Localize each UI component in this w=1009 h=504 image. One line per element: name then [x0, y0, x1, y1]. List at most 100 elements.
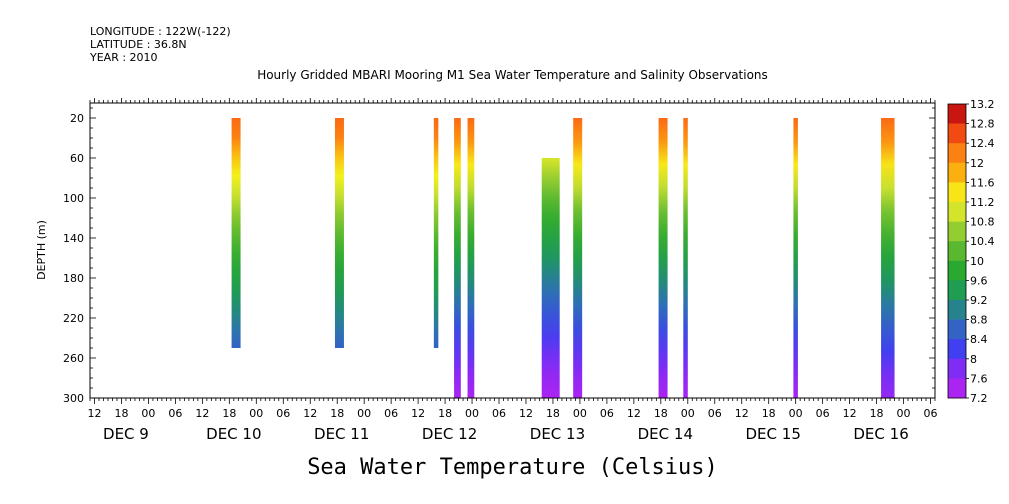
x-tick-label: 06 — [168, 407, 182, 420]
x-day-label: DEC 14 — [638, 425, 693, 443]
colorbar-label: 8.4 — [970, 333, 988, 346]
colorbar-swatch — [948, 143, 966, 164]
x-tick-label: 12 — [411, 407, 425, 420]
profile-bar — [334, 118, 344, 348]
y-axis-label: DEPTH (m) — [35, 220, 48, 280]
latitude-label: LATITUDE : 36.8N — [90, 38, 187, 51]
x-tick-label: 06 — [492, 407, 506, 420]
y-tick-label: 300 — [63, 392, 84, 405]
colorbar-label: 10.8 — [970, 216, 995, 229]
x-axis: 12 18 00 06 12 18 00 06 12 18 00 06 12 18 00 06 12 18 00 06… — [87, 407, 937, 443]
profile-bar — [467, 118, 475, 398]
colorbar-swatch — [948, 339, 966, 360]
colorbar-label: 12 — [970, 157, 984, 170]
colorbar-swatch — [948, 182, 966, 203]
y-tick-label: 220 — [63, 312, 84, 325]
profile-bar — [433, 118, 439, 348]
x-day-label: DEC 16 — [853, 425, 908, 443]
x-tick-label: 00 — [357, 407, 371, 420]
colorbar-label: 11.2 — [970, 196, 995, 209]
profile-bar — [541, 158, 560, 398]
colorbar-swatch — [948, 202, 966, 222]
x-tick-label: 18 — [762, 407, 776, 420]
y-tick-label: 260 — [63, 352, 84, 365]
x-tick-label: 00 — [465, 407, 479, 420]
profile-bar — [231, 118, 241, 348]
profile-bar — [683, 118, 688, 398]
profile-bar — [454, 118, 461, 398]
x-tick-label: 12 — [519, 407, 533, 420]
chart-title: Hourly Gridded MBARI Mooring M1 Sea Wate… — [257, 68, 768, 82]
x-tick-label: 00 — [897, 407, 911, 420]
x-tick-label: 18 — [654, 407, 668, 420]
colorbar-swatch — [948, 123, 966, 144]
x-day-label: DEC 13 — [530, 425, 585, 443]
colorbar-swatch — [948, 280, 966, 301]
y-tick-label: 100 — [63, 192, 84, 205]
colorbar: 13.2 12.8 12.4 12 11.6 11.2 10.8 10.4 10 9.6 9.2 8.… — [947, 98, 995, 405]
x-tick-label: 18 — [222, 407, 236, 420]
colorbar-swatch — [948, 358, 966, 379]
y-tick-label: 140 — [63, 232, 84, 245]
colorbar-label: 12.4 — [970, 137, 995, 150]
colorbar-swatch — [948, 300, 966, 320]
colorbar-label: 13.2 — [970, 98, 995, 111]
x-tick-label: 12 — [303, 407, 317, 420]
x-tick-label: 06 — [276, 407, 290, 420]
x-tick-label: 06 — [708, 407, 722, 420]
x-tick-label: 12 — [627, 407, 641, 420]
x-tick-label: 06 — [600, 407, 614, 420]
colorbar-label: 10 — [970, 255, 984, 268]
x-tick-label: 00 — [789, 407, 803, 420]
plot-frame — [89, 98, 936, 404]
colorbar-label: 7.2 — [970, 392, 988, 405]
x-tick-label: 06 — [816, 407, 830, 420]
x-tick-label: 12 — [735, 407, 749, 420]
colorbar-label: 12.8 — [970, 118, 995, 131]
colorbar-swatch — [948, 319, 966, 340]
colorbar-label: 9.2 — [970, 294, 988, 307]
y-axis: 20 60 100 140 180 220 260 300 — [63, 107, 935, 405]
y-tick-label: 60 — [70, 152, 84, 165]
year-label: YEAR : 2010 — [90, 51, 158, 64]
colorbar-label: 9.6 — [970, 274, 988, 287]
x-tick-label: 06 — [924, 407, 938, 420]
colorbar-label: 11.6 — [970, 176, 995, 189]
colorbar-swatch — [948, 104, 966, 124]
x-tick-label: 00 — [249, 407, 263, 420]
x-tick-label: 18 — [870, 407, 884, 420]
profile-bar — [793, 118, 798, 398]
y-tick-label: 20 — [70, 112, 84, 125]
colorbar-swatch — [948, 221, 966, 242]
colorbar-swatch — [948, 162, 966, 183]
x-tick-label: 00 — [573, 407, 587, 420]
x-day-label: DEC 10 — [206, 425, 261, 443]
x-tick-label: 18 — [438, 407, 452, 420]
colorbar-label: 10.4 — [970, 235, 995, 248]
profile-bar — [658, 118, 668, 398]
colorbar-swatch — [948, 260, 966, 281]
x-tick-label: 12 — [843, 407, 857, 420]
x-day-label: DEC 12 — [422, 425, 477, 443]
colorbar-label: 8.8 — [970, 314, 988, 327]
x-tick-label: 18 — [330, 407, 344, 420]
x-tick-label: 06 — [384, 407, 398, 420]
x-tick-label: 00 — [141, 407, 155, 420]
colorbar-swatch — [948, 241, 966, 262]
x-day-label: DEC 11 — [314, 425, 369, 443]
x-tick-label: 18 — [114, 407, 128, 420]
colorbar-label: 7.6 — [970, 372, 988, 385]
colorbar-label: 8 — [970, 353, 977, 366]
x-tick-label: 12 — [195, 407, 209, 420]
y-tick-label: 180 — [63, 272, 84, 285]
x-axis-label: Sea Water Temperature (Celsius) — [307, 455, 718, 480]
plot-border — [89, 102, 936, 399]
profile-bars — [231, 118, 895, 398]
colorbar-swatch — [948, 378, 966, 399]
profile-bar — [881, 118, 895, 398]
x-tick-label: 12 — [87, 407, 101, 420]
profile-bar — [573, 118, 583, 398]
x-day-label: DEC 9 — [103, 425, 149, 443]
longitude-label: LONGITUDE : 122W(-122) — [90, 25, 231, 38]
